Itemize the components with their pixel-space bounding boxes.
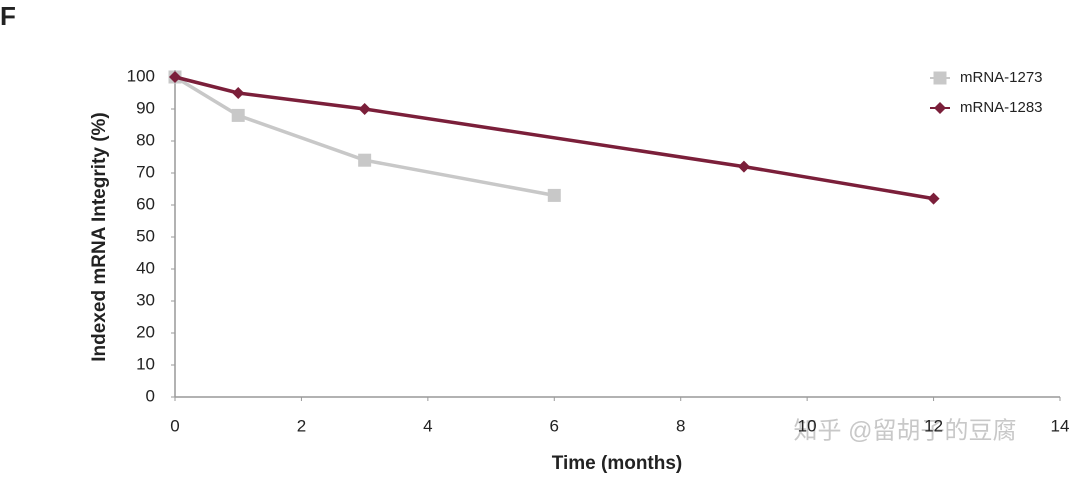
y-tick-label: 90 — [136, 98, 155, 117]
data-point — [232, 87, 245, 99]
x-tick-label: 14 — [1051, 416, 1070, 435]
y-tick-label: 70 — [136, 162, 155, 181]
x-tick-label: 2 — [297, 416, 306, 435]
y-axis-title: Indexed mRNA Integrity (%) — [89, 112, 110, 362]
data-point — [169, 71, 181, 83]
y-tick-label: 10 — [136, 354, 155, 373]
series-line — [174, 75, 934, 201]
series-line — [174, 75, 555, 198]
data-point — [547, 188, 561, 202]
x-axis-title: Time (months) — [552, 453, 683, 474]
y-tick-label: 80 — [136, 130, 155, 149]
watermark: 知乎 @留胡子的豆腐 — [793, 417, 1016, 444]
data-point — [927, 192, 940, 205]
legend-marker — [933, 71, 947, 85]
y-tick-label: 40 — [136, 258, 155, 277]
x-tick-label: 0 — [170, 416, 179, 435]
y-tick-label: 30 — [136, 290, 155, 309]
panel-label: F — [0, 1, 16, 31]
legend-marker — [934, 102, 946, 114]
data-point — [358, 103, 371, 115]
x-tick-label: 4 — [423, 416, 432, 435]
y-tick-label: 50 — [136, 226, 155, 245]
data-point — [358, 153, 372, 167]
y-tick-label: 100 — [127, 66, 155, 85]
legend-label: mRNA-1283 — [960, 99, 1043, 116]
x-tick-label: 12 — [924, 416, 943, 435]
x-tick-label: 10 — [798, 416, 817, 435]
x-tick-label: 6 — [550, 416, 559, 435]
legend-label: mRNA-1273 — [960, 69, 1043, 86]
y-tick-label: 60 — [136, 194, 155, 213]
data-point — [737, 160, 750, 173]
y-tick-label: 20 — [136, 322, 155, 341]
x-tick-label: 8 — [676, 416, 685, 435]
data-point — [231, 108, 245, 122]
y-tick-label: 0 — [146, 386, 155, 405]
